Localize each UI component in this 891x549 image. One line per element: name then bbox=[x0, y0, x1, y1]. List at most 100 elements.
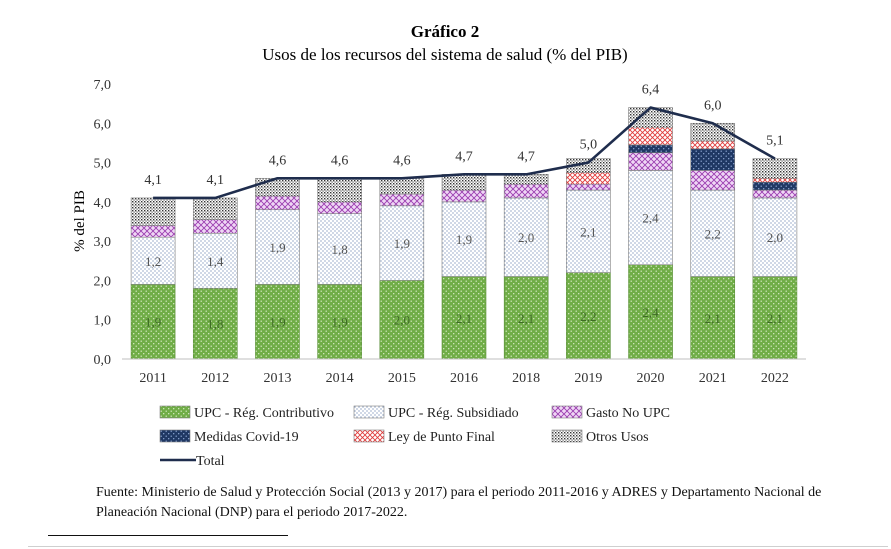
bar-segment bbox=[317, 201, 362, 214]
bar-segment bbox=[690, 148, 736, 171]
segment-value-label: 1,9 bbox=[332, 315, 348, 330]
y-tick-label: 0,0 bbox=[94, 353, 112, 368]
segment-value-labels: 1,9 1,2 1,8 1,4 1,9 1,9 1,9 1,8 2,0 1,9 2,1 1,9 2,1 2… bbox=[145, 211, 783, 332]
y-tick-label: 2,0 bbox=[94, 274, 112, 289]
bar-segment bbox=[566, 189, 611, 273]
y-axis-title: % del PIB bbox=[72, 190, 88, 252]
bar-segment bbox=[628, 170, 673, 266]
segment-value-label: 2,1 bbox=[518, 311, 534, 326]
bar-segment bbox=[752, 177, 798, 183]
y-tick-label: 3,0 bbox=[94, 235, 112, 250]
segment-value-label: 2,0 bbox=[518, 230, 534, 245]
legend-swatch bbox=[159, 429, 191, 443]
total-value-label: 4,1 bbox=[144, 173, 162, 188]
bar-segment bbox=[379, 280, 425, 360]
source-note: Fuente: Ministerio de Salud y Protección… bbox=[96, 485, 822, 520]
bar-segment bbox=[255, 177, 300, 197]
total-value-label: 4,7 bbox=[517, 149, 535, 164]
chart-subtitle: Usos de los recursos del sistema de salu… bbox=[262, 45, 627, 64]
bar-segment bbox=[752, 189, 798, 199]
legend-label: Medidas Covid-19 bbox=[194, 430, 299, 445]
x-tick-label: 2016 bbox=[450, 371, 478, 386]
x-tick-label: 2012 bbox=[201, 371, 229, 386]
segment-value-label: 2,4 bbox=[642, 211, 659, 226]
bar-segment bbox=[752, 181, 798, 191]
total-value-label: 5,0 bbox=[580, 138, 598, 153]
bar-series bbox=[130, 107, 798, 360]
bar-segment bbox=[130, 225, 176, 238]
legend-swatch bbox=[353, 429, 385, 443]
segment-value-label: 1,9 bbox=[269, 315, 285, 330]
x-tick-label: 2013 bbox=[263, 371, 291, 386]
legend-swatch bbox=[159, 405, 191, 419]
legend-label: Otros Usos bbox=[586, 430, 649, 445]
segment-value-label: 1,4 bbox=[207, 254, 224, 269]
segment-value-label: 1,2 bbox=[145, 254, 161, 269]
bar-segment bbox=[441, 189, 487, 203]
x-tick-label: 2015 bbox=[388, 371, 416, 386]
segment-value-label: 1,9 bbox=[394, 236, 410, 251]
legend-item: Ley de Punto Final bbox=[353, 429, 495, 445]
bar-segment bbox=[503, 183, 549, 199]
bar-segment bbox=[192, 197, 238, 220]
legend-item: UPC - Rég. Contributivo bbox=[159, 405, 334, 421]
page-bottom-divider bbox=[28, 546, 888, 547]
total-value-label: 6,0 bbox=[704, 98, 722, 113]
bar-segment bbox=[566, 183, 611, 191]
x-tick-label: 2020 bbox=[637, 371, 665, 386]
bar-segment bbox=[628, 126, 673, 146]
x-tick-label: 2021 bbox=[699, 371, 727, 386]
bar-segment bbox=[255, 195, 300, 211]
bar-segment bbox=[690, 189, 736, 277]
bar-segment bbox=[566, 172, 611, 185]
total-value-label: 5,1 bbox=[766, 134, 784, 149]
total-line bbox=[153, 106, 776, 200]
total-value-label: 4,6 bbox=[331, 153, 349, 168]
legend-label: UPC - Rég. Subsidiado bbox=[388, 406, 519, 421]
bar-segment bbox=[690, 170, 736, 191]
legend-label: Ley de Punto Final bbox=[388, 430, 495, 445]
legend: UPC - Rég. Contributivo UPC - Rég. Subsid… bbox=[159, 405, 670, 469]
bar-segment bbox=[317, 213, 362, 285]
x-tick-label: 2018 bbox=[512, 371, 540, 386]
legend-item: Total bbox=[160, 454, 225, 469]
segment-value-label: 1,8 bbox=[332, 242, 348, 257]
chart-title: Gráfico 2 bbox=[411, 22, 479, 41]
y-tick-label: 1,0 bbox=[94, 314, 112, 329]
bar-segment bbox=[628, 152, 673, 171]
bar-segment bbox=[379, 205, 425, 281]
bar-segment bbox=[192, 287, 238, 360]
bar-segment bbox=[566, 272, 611, 360]
bar-segment bbox=[690, 276, 736, 360]
bar-segment bbox=[752, 276, 798, 360]
bar-segment bbox=[130, 284, 176, 360]
bar-segment bbox=[628, 144, 673, 154]
bar-segment bbox=[441, 174, 487, 191]
legend-item: Otros Usos bbox=[551, 429, 649, 445]
segment-value-label: 2,1 bbox=[767, 311, 783, 326]
segment-value-label: 1,8 bbox=[207, 317, 223, 332]
bar-segment bbox=[130, 197, 176, 226]
bar-segment bbox=[379, 193, 425, 207]
legend-swatch bbox=[551, 429, 583, 443]
bar-segment bbox=[503, 174, 549, 185]
segment-value-label: 1,9 bbox=[145, 315, 161, 330]
legend-item: Medidas Covid-19 bbox=[159, 429, 299, 445]
total-value-labels: 4,1 4,1 4,6 4,6 4,6 4,7 4,7 5,0 6,4 6,0 5,1 bbox=[144, 83, 783, 188]
legend-swatch bbox=[353, 405, 385, 419]
segment-value-label: 2,1 bbox=[456, 311, 472, 326]
total-value-label: 4,1 bbox=[207, 173, 225, 188]
segment-value-label: 2,2 bbox=[580, 309, 596, 324]
bar-segment bbox=[503, 276, 549, 360]
total-line-series bbox=[153, 106, 776, 200]
total-value-label: 6,4 bbox=[642, 83, 660, 98]
total-value-label: 4,6 bbox=[393, 153, 411, 168]
bar-segment bbox=[628, 264, 673, 360]
segment-value-label: 2,1 bbox=[705, 311, 721, 326]
segment-value-label: 2,2 bbox=[705, 226, 721, 241]
legend-item: UPC - Rég. Subsidiado bbox=[353, 405, 519, 421]
segment-value-label: 2,0 bbox=[767, 230, 783, 245]
x-tick-label: 2014 bbox=[326, 371, 354, 386]
bar-segment bbox=[255, 209, 300, 285]
y-tick-label: 7,0 bbox=[94, 78, 112, 93]
